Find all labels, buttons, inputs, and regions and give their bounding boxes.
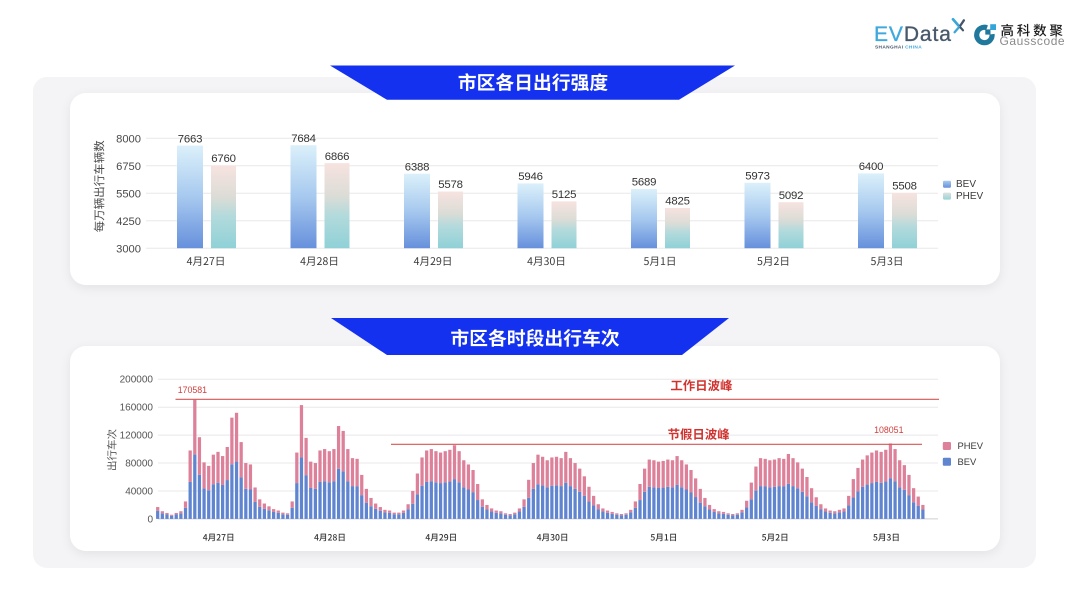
svg-text:5946: 5946	[518, 171, 543, 183]
svg-text:5689: 5689	[632, 177, 657, 189]
svg-text:3000: 3000	[116, 243, 141, 255]
svg-text:Gausscode: Gausscode	[1000, 34, 1066, 48]
svg-text:6760: 6760	[211, 153, 236, 165]
svg-text:5578: 5578	[438, 179, 463, 191]
svg-text:4825: 4825	[665, 196, 690, 208]
svg-text:200000: 200000	[120, 375, 154, 386]
svg-text:SHANGHAI CHINA: SHANGHAI CHINA	[875, 44, 922, 50]
svg-text:BEV: BEV	[958, 456, 978, 467]
svg-text:120000: 120000	[120, 431, 154, 442]
svg-text:40000: 40000	[125, 486, 153, 497]
svg-text:4250: 4250	[116, 216, 141, 228]
svg-text:8000: 8000	[116, 133, 141, 145]
svg-text:BEV: BEV	[956, 179, 976, 190]
svg-text:160000: 160000	[120, 403, 154, 414]
svg-text:5092: 5092	[779, 190, 804, 202]
svg-text:5500: 5500	[116, 188, 141, 200]
svg-text:5125: 5125	[552, 189, 577, 201]
svg-text:6388: 6388	[405, 161, 430, 173]
svg-text:PHEV: PHEV	[958, 440, 984, 451]
svg-text:EVData: EVData	[874, 23, 952, 46]
svg-text:108051: 108051	[874, 425, 903, 435]
svg-text:5508: 5508	[892, 181, 917, 193]
svg-text:6866: 6866	[325, 151, 350, 163]
svg-text:0: 0	[147, 514, 153, 525]
svg-text:7663: 7663	[178, 133, 203, 145]
svg-text:170581: 170581	[178, 385, 207, 395]
svg-text:80000: 80000	[125, 458, 153, 469]
svg-text:7684: 7684	[291, 133, 316, 145]
svg-text:5973: 5973	[745, 171, 770, 183]
svg-text:PHEV: PHEV	[956, 191, 984, 202]
svg-text:6400: 6400	[859, 161, 884, 173]
svg-text:6750: 6750	[116, 161, 141, 173]
